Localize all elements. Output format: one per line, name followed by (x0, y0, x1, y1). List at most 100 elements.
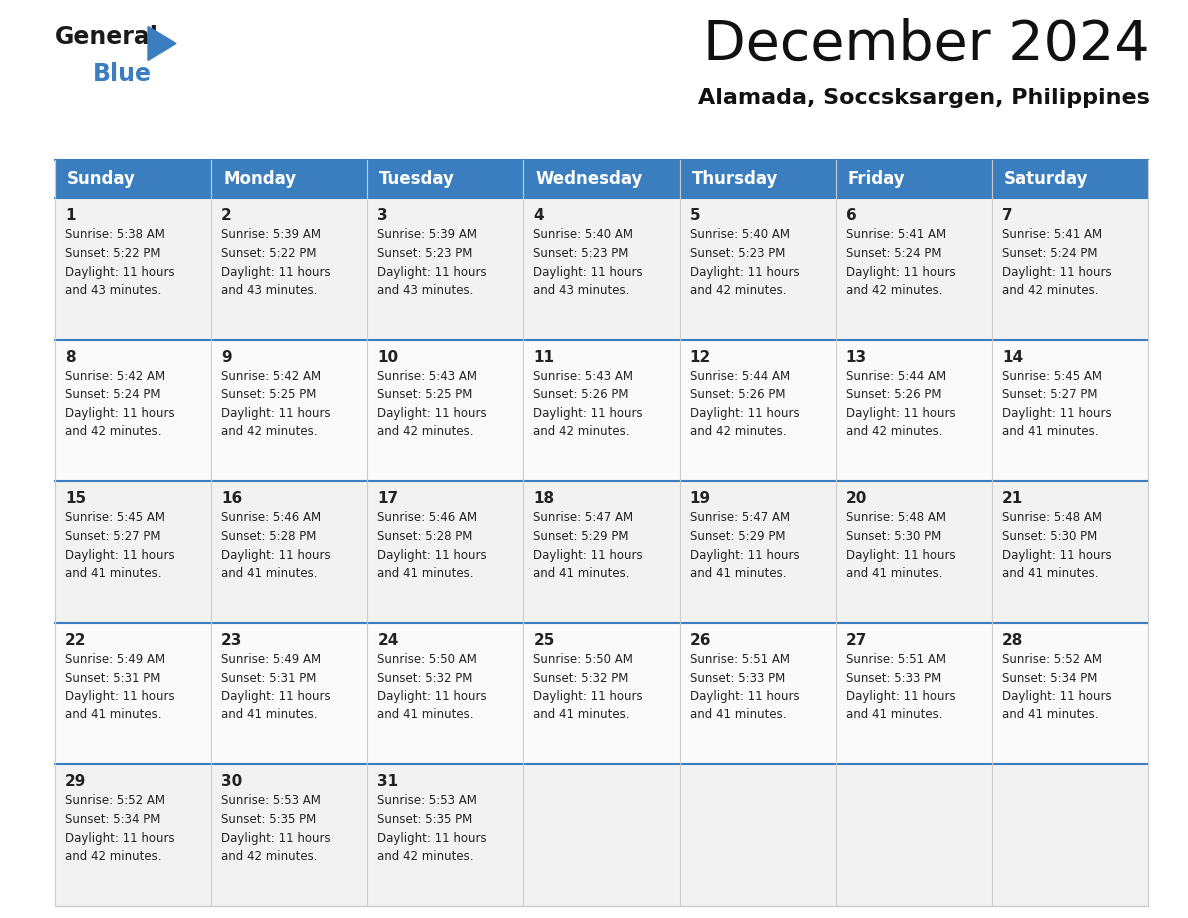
Text: Sunset: 5:33 PM: Sunset: 5:33 PM (689, 672, 785, 685)
Text: Sunset: 5:22 PM: Sunset: 5:22 PM (65, 247, 160, 260)
Text: Sunrise: 5:47 AM: Sunrise: 5:47 AM (689, 511, 790, 524)
Text: Daylight: 11 hours: Daylight: 11 hours (221, 690, 330, 703)
Text: and 42 minutes.: and 42 minutes. (221, 425, 317, 438)
Text: Sunset: 5:34 PM: Sunset: 5:34 PM (1001, 672, 1098, 685)
Text: Daylight: 11 hours: Daylight: 11 hours (221, 832, 330, 845)
Text: Sunset: 5:28 PM: Sunset: 5:28 PM (221, 530, 316, 543)
Text: and 43 minutes.: and 43 minutes. (65, 284, 162, 297)
Text: and 41 minutes.: and 41 minutes. (689, 567, 786, 580)
Text: Sunrise: 5:42 AM: Sunrise: 5:42 AM (221, 370, 321, 383)
Text: and 42 minutes.: and 42 minutes. (65, 850, 162, 863)
Text: Sunrise: 5:51 AM: Sunrise: 5:51 AM (689, 653, 790, 666)
Text: 15: 15 (65, 491, 86, 506)
Text: 10: 10 (378, 350, 398, 364)
Text: Daylight: 11 hours: Daylight: 11 hours (65, 832, 175, 845)
Text: 12: 12 (689, 350, 710, 364)
Text: Sunrise: 5:40 AM: Sunrise: 5:40 AM (689, 228, 790, 241)
Text: Daylight: 11 hours: Daylight: 11 hours (221, 408, 330, 420)
Text: and 42 minutes.: and 42 minutes. (1001, 284, 1099, 297)
Text: Daylight: 11 hours: Daylight: 11 hours (846, 690, 955, 703)
Text: 27: 27 (846, 633, 867, 648)
Text: Sunrise: 5:48 AM: Sunrise: 5:48 AM (1001, 511, 1101, 524)
Text: Sunrise: 5:45 AM: Sunrise: 5:45 AM (1001, 370, 1101, 383)
Text: and 41 minutes.: and 41 minutes. (846, 567, 942, 580)
Bar (55, 622, 1148, 765)
Bar (55, 481, 1148, 622)
Text: and 42 minutes.: and 42 minutes. (65, 425, 162, 438)
Text: Daylight: 11 hours: Daylight: 11 hours (846, 408, 955, 420)
Text: 3: 3 (378, 208, 388, 223)
Bar (55, 340, 1148, 481)
Text: 1: 1 (65, 208, 76, 223)
Text: Sunrise: 5:44 AM: Sunrise: 5:44 AM (846, 370, 946, 383)
Text: and 42 minutes.: and 42 minutes. (378, 850, 474, 863)
Text: 19: 19 (689, 491, 710, 506)
Text: and 41 minutes.: and 41 minutes. (1001, 425, 1099, 438)
Text: Sunrise: 5:44 AM: Sunrise: 5:44 AM (689, 370, 790, 383)
Text: Sunday: Sunday (67, 170, 135, 188)
Text: and 42 minutes.: and 42 minutes. (846, 284, 942, 297)
Text: 6: 6 (846, 208, 857, 223)
Text: 30: 30 (221, 775, 242, 789)
Text: 7: 7 (1001, 208, 1012, 223)
Text: 31: 31 (378, 775, 398, 789)
Bar (55, 198, 1148, 340)
Text: and 41 minutes.: and 41 minutes. (221, 567, 317, 580)
Text: Sunset: 5:27 PM: Sunset: 5:27 PM (1001, 388, 1098, 401)
Text: Sunrise: 5:50 AM: Sunrise: 5:50 AM (533, 653, 633, 666)
Text: Sunrise: 5:48 AM: Sunrise: 5:48 AM (846, 511, 946, 524)
Text: Daylight: 11 hours: Daylight: 11 hours (846, 265, 955, 278)
Bar (55, 765, 1148, 906)
Text: Daylight: 11 hours: Daylight: 11 hours (378, 265, 487, 278)
Text: and 43 minutes.: and 43 minutes. (533, 284, 630, 297)
Text: and 41 minutes.: and 41 minutes. (65, 567, 162, 580)
Text: Sunrise: 5:52 AM: Sunrise: 5:52 AM (1001, 653, 1101, 666)
Text: Sunrise: 5:42 AM: Sunrise: 5:42 AM (65, 370, 165, 383)
Text: 17: 17 (378, 491, 398, 506)
Text: Daylight: 11 hours: Daylight: 11 hours (533, 549, 643, 562)
Text: Daylight: 11 hours: Daylight: 11 hours (65, 690, 175, 703)
Text: Sunset: 5:35 PM: Sunset: 5:35 PM (378, 813, 473, 826)
Text: Sunrise: 5:45 AM: Sunrise: 5:45 AM (65, 511, 165, 524)
Text: Daylight: 11 hours: Daylight: 11 hours (65, 408, 175, 420)
Text: Daylight: 11 hours: Daylight: 11 hours (221, 265, 330, 278)
Text: Sunset: 5:26 PM: Sunset: 5:26 PM (846, 388, 941, 401)
Text: Sunset: 5:25 PM: Sunset: 5:25 PM (221, 388, 316, 401)
Text: Daylight: 11 hours: Daylight: 11 hours (689, 408, 800, 420)
Text: Daylight: 11 hours: Daylight: 11 hours (533, 690, 643, 703)
Text: Sunset: 5:31 PM: Sunset: 5:31 PM (221, 672, 316, 685)
Text: Sunrise: 5:49 AM: Sunrise: 5:49 AM (221, 653, 321, 666)
Text: Sunset: 5:23 PM: Sunset: 5:23 PM (689, 247, 785, 260)
Text: Sunrise: 5:53 AM: Sunrise: 5:53 AM (378, 794, 478, 807)
Text: Friday: Friday (848, 170, 905, 188)
Text: and 42 minutes.: and 42 minutes. (533, 425, 630, 438)
Text: Daylight: 11 hours: Daylight: 11 hours (1001, 408, 1112, 420)
Text: Wednesday: Wednesday (536, 170, 643, 188)
Text: Blue: Blue (93, 62, 152, 86)
Text: 20: 20 (846, 491, 867, 506)
Text: Sunrise: 5:53 AM: Sunrise: 5:53 AM (221, 794, 321, 807)
Text: and 41 minutes.: and 41 minutes. (378, 709, 474, 722)
Text: Daylight: 11 hours: Daylight: 11 hours (1001, 690, 1112, 703)
Text: Sunrise: 5:43 AM: Sunrise: 5:43 AM (533, 370, 633, 383)
Text: Sunrise: 5:41 AM: Sunrise: 5:41 AM (846, 228, 946, 241)
Text: Sunset: 5:23 PM: Sunset: 5:23 PM (533, 247, 628, 260)
Text: Sunset: 5:24 PM: Sunset: 5:24 PM (846, 247, 941, 260)
Text: Daylight: 11 hours: Daylight: 11 hours (689, 690, 800, 703)
Text: Daylight: 11 hours: Daylight: 11 hours (378, 408, 487, 420)
Bar (55, 160, 1148, 198)
Text: Daylight: 11 hours: Daylight: 11 hours (65, 549, 175, 562)
Text: Tuesday: Tuesday (379, 170, 455, 188)
Text: Daylight: 11 hours: Daylight: 11 hours (378, 832, 487, 845)
Text: Sunrise: 5:49 AM: Sunrise: 5:49 AM (65, 653, 165, 666)
Text: Sunrise: 5:47 AM: Sunrise: 5:47 AM (533, 511, 633, 524)
Text: and 42 minutes.: and 42 minutes. (378, 425, 474, 438)
Text: Monday: Monday (223, 170, 296, 188)
Text: Sunrise: 5:40 AM: Sunrise: 5:40 AM (533, 228, 633, 241)
Text: Sunset: 5:26 PM: Sunset: 5:26 PM (533, 388, 628, 401)
Text: Sunrise: 5:52 AM: Sunrise: 5:52 AM (65, 794, 165, 807)
Text: General: General (55, 25, 159, 49)
Text: Sunset: 5:31 PM: Sunset: 5:31 PM (65, 672, 160, 685)
Text: and 41 minutes.: and 41 minutes. (533, 567, 630, 580)
Text: 29: 29 (65, 775, 87, 789)
